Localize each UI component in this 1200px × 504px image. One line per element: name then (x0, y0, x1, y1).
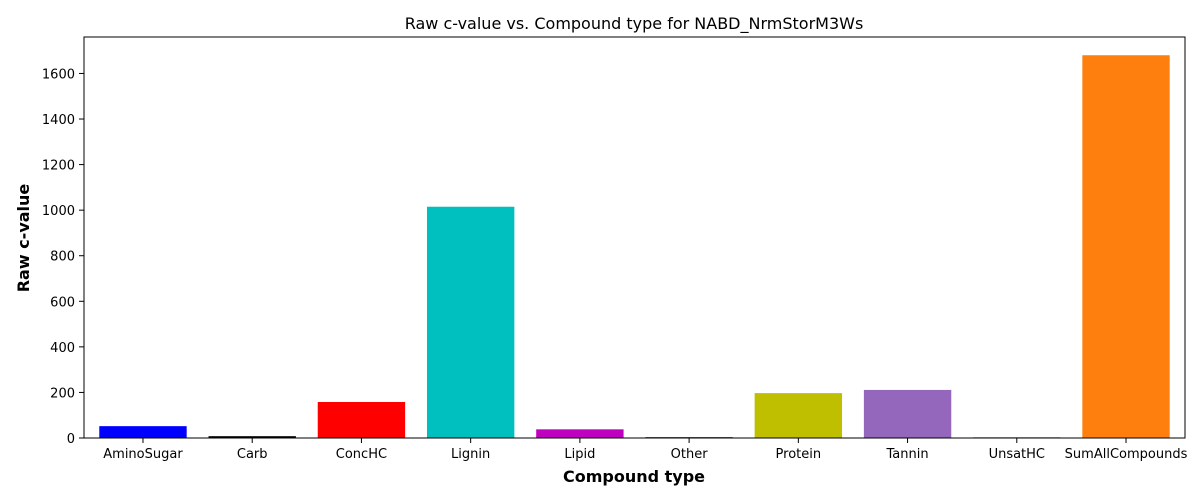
x-tick-label: SumAllCompounds (1065, 447, 1188, 462)
y-axis-label: Raw c-value (14, 184, 33, 293)
bar-protein (754, 393, 843, 438)
plot-frame (83, 36, 1186, 439)
x-tick-label: Protein (776, 447, 822, 462)
x-axis-label: Compound type (563, 467, 705, 486)
x-tick-label: UnsatHC (989, 447, 1045, 462)
y-tick-label: 200 (50, 386, 75, 401)
y-tick-label: 1200 (42, 159, 75, 174)
bar-aminosugar (99, 426, 187, 438)
y-tick-label: 1600 (42, 67, 75, 82)
x-axis-ticks: AminoSugar Carb ConcHC Lignin Lipid Other Prot… (103, 438, 1188, 462)
y-tick-label: 400 (50, 341, 75, 356)
bar-carb (208, 436, 296, 438)
chart-title: Raw c-value vs. Compound type for NABD_N… (405, 14, 864, 34)
x-tick-label: Lipid (564, 447, 595, 462)
x-tick-label: Lignin (451, 447, 490, 462)
y-tick-label: 800 (50, 250, 75, 265)
bar-tannin (863, 389, 952, 438)
x-tick-label: ConcHC (336, 447, 387, 462)
x-tick-label: AminoSugar (103, 447, 183, 462)
y-tick-label: 1400 (42, 113, 75, 128)
x-tick-label: Other (671, 447, 709, 462)
bar-lipid (536, 429, 624, 438)
x-tick-label: Carb (237, 447, 268, 462)
x-tick-label: Tannin (886, 447, 929, 462)
y-tick-label: 0 (67, 432, 75, 447)
bar-lignin (426, 206, 515, 438)
bar-conchc (317, 402, 406, 438)
bar-sumallcompounds (1082, 55, 1170, 438)
y-tick-label: 600 (50, 295, 75, 310)
y-axis-ticks: 0 200 400 600 800 1000 1200 1400 1600 (42, 67, 84, 447)
y-tick-label: 1000 (42, 204, 75, 219)
bars-group (99, 55, 1170, 438)
